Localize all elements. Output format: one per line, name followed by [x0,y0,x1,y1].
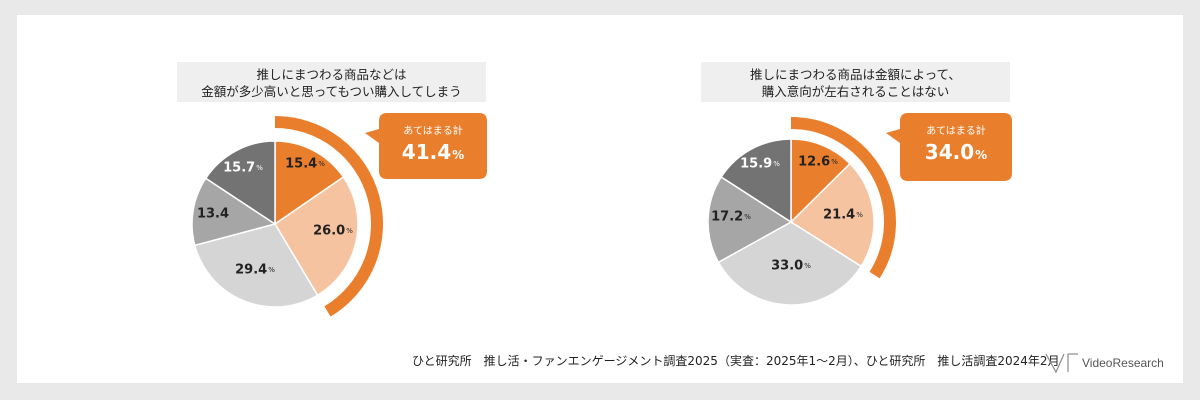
chart-2-slice-2 [789,162,875,268]
chart-1-total-arc [274,116,383,317]
chart-2-slice-5-label: 15.9% [740,157,780,172]
chart-1-title-line-1: 推しにまつわる商品などは [256,67,407,82]
video-research-logo-mark [1045,353,1078,374]
chart-1-slice-4-label: 13.4 [197,207,229,222]
chart-1-callout-label: あてはまる計 [403,124,463,137]
chart-1-title-line-2: 金額が多少高いと思ってもつい購入してしまう [201,84,462,99]
chart-1-slice-5-label: 15.7% [223,161,263,176]
chart-1-slice-2-label: 26.0% [313,224,353,239]
chart-2-callout-label: あてはまる計 [926,124,986,137]
chart-2-callout-bubble [886,113,1012,181]
chart-1-title: 推しにまつわる商品などは 金額が多少高いと思ってもつい購入してしまう [177,62,486,102]
source-note: ひと研究所 推し活・ファンエンゲージメント調査2025（実査：2025年1～2月… [412,354,1060,368]
chart-1-slice-3 [193,223,319,308]
chart-2-slice-4 [707,175,793,264]
chart-1-slice-4 [191,177,277,247]
chart-2-title-line-2: 購入意向が左右されることはない [761,84,950,99]
chart-2-total-arc [790,117,896,279]
chart-2-slice-1-label: 12.6% [798,155,838,170]
chart-1-slice-1 [274,140,345,226]
chart-2-slice-1 [790,138,852,224]
chart-1-slice-5 [204,140,276,226]
chart-2-title-line-1: 推しにまつわる商品は金額によって、 [750,67,961,82]
chart-2-slice-2-label: 21.4% [823,208,863,223]
chart-2-title: 推しにまつわる商品は金額によって、 購入意向が左右されることはない [701,62,1010,102]
chart-2-slice-4-label: 17.2% [711,210,751,225]
chart-1-slice-1-label: 15.4% [285,157,325,172]
chart-1-callout-bubble [365,113,487,179]
video-research-logo-text: VideoResearch [1082,356,1164,370]
chart-2-slice-3-label: 33.0% [771,259,811,274]
chart-2-slice-5 [720,138,792,224]
chart-1-slice-3-label: 29.4% [235,263,275,278]
chart-1-slice-2 [273,175,359,297]
